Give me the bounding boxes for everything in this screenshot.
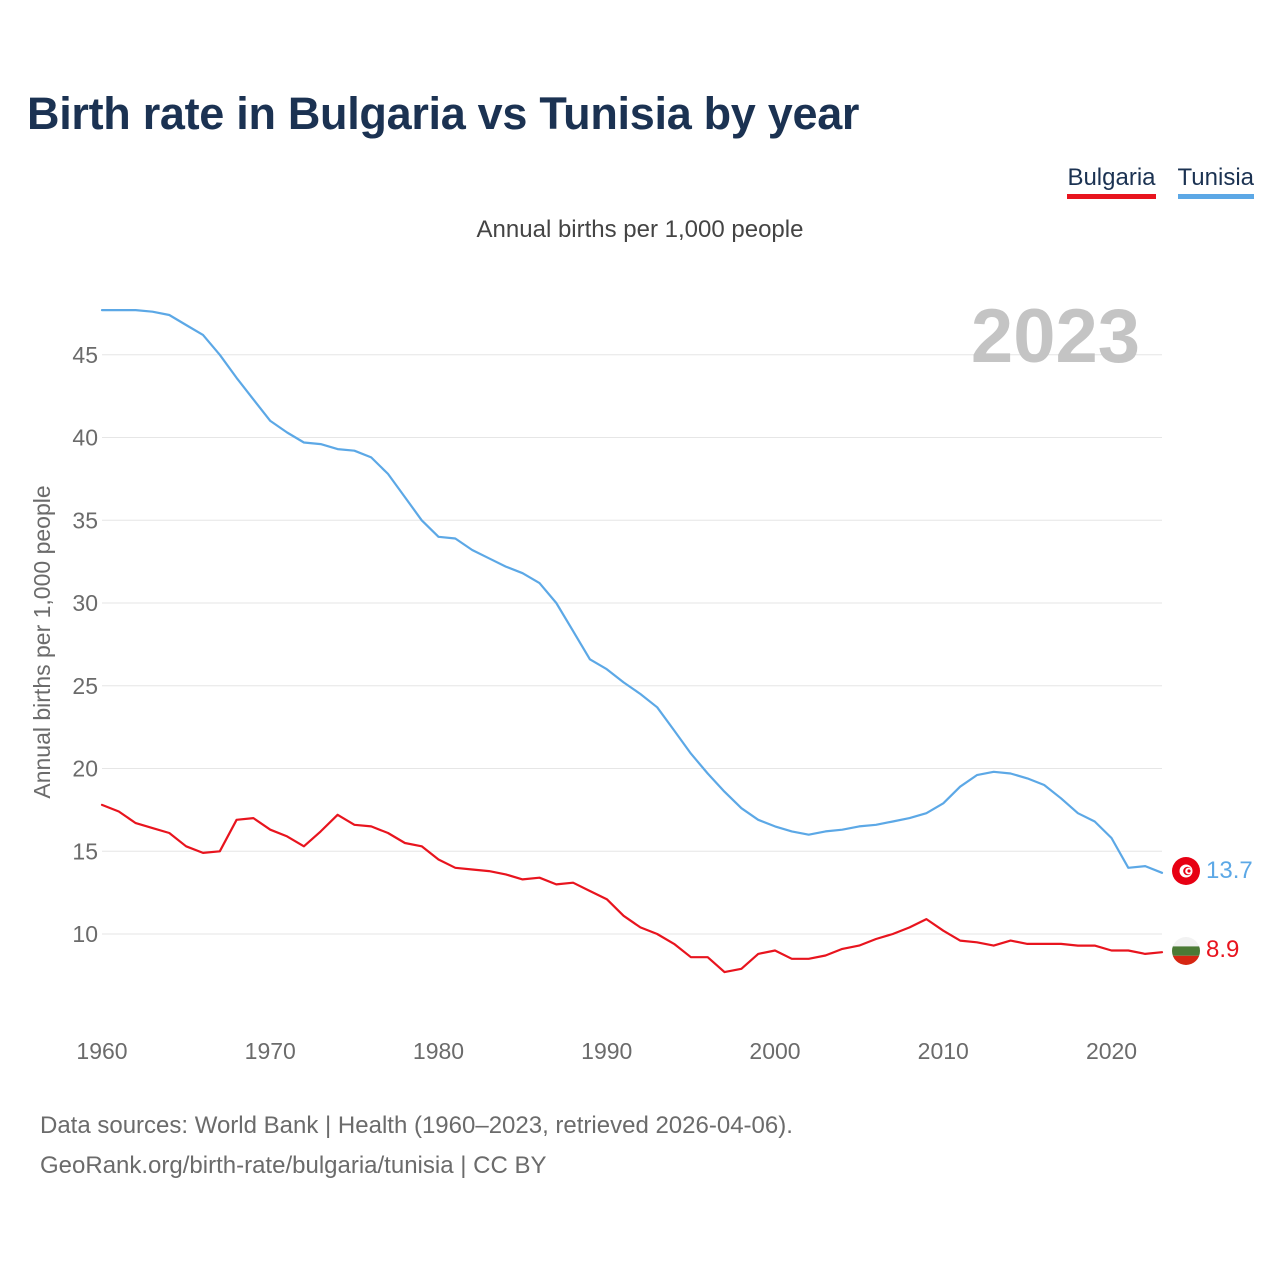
y-tick-label: 45 — [72, 342, 98, 368]
series-lines — [100, 309, 1164, 974]
y-tick-label: 15 — [72, 838, 98, 864]
x-tick-label: 2000 — [749, 1038, 800, 1064]
chart-title: Birth rate in Bulgaria vs Tunisia by yea… — [27, 88, 860, 139]
y-axis-title: Annual births per 1,000 people — [29, 485, 55, 798]
data-source-note: Data sources: World Bank | Health (1960–… — [40, 1112, 793, 1139]
series-line-tunisia[interactable] — [100, 309, 1164, 874]
y-tick-label: 35 — [72, 507, 98, 533]
legend: Bulgaria Tunisia — [1067, 164, 1254, 199]
source-url[interactable]: GeoRank.org/birth-rate/bulgaria/tunisia … — [40, 1152, 547, 1179]
y-tick-label: 30 — [72, 590, 98, 616]
legend-item-bulgaria[interactable]: Bulgaria — [1067, 164, 1156, 199]
end-label-tunisia: 13.7 — [1206, 857, 1253, 884]
end-label-bulgaria: 8.9 — [1206, 936, 1239, 963]
x-tick-label: 2020 — [1086, 1038, 1137, 1064]
tunisia-flag-icon — [1172, 857, 1200, 885]
x-tick-label: 1990 — [581, 1038, 632, 1064]
year-watermark: 2023 — [971, 294, 1140, 379]
series-line-bulgaria[interactable] — [100, 803, 1164, 974]
grid-lines — [102, 354, 1162, 935]
x-tick-label: 2010 — [918, 1038, 969, 1064]
y-tick-label: 40 — [72, 425, 98, 451]
x-axis-ticks: 1960 1970 1980 1990 2000 2010 2020 — [76, 1038, 1137, 1064]
legend-item-tunisia[interactable]: Tunisia — [1177, 164, 1254, 199]
x-tick-label: 1960 — [76, 1038, 127, 1064]
y-tick-label: 20 — [72, 756, 98, 782]
y-tick-label: 25 — [72, 673, 98, 699]
y-tick-label: 10 — [72, 921, 98, 947]
x-tick-label: 1970 — [245, 1038, 296, 1064]
y-axis-ticks: 10 15 20 25 30 35 40 45 — [72, 342, 98, 947]
chart-subtitle: Annual births per 1,000 people — [476, 216, 804, 243]
bulgaria-flag-icon — [1172, 937, 1200, 965]
footer: Data sources: World Bank | Health (1960–… — [40, 1106, 793, 1186]
x-tick-label: 1980 — [413, 1038, 464, 1064]
